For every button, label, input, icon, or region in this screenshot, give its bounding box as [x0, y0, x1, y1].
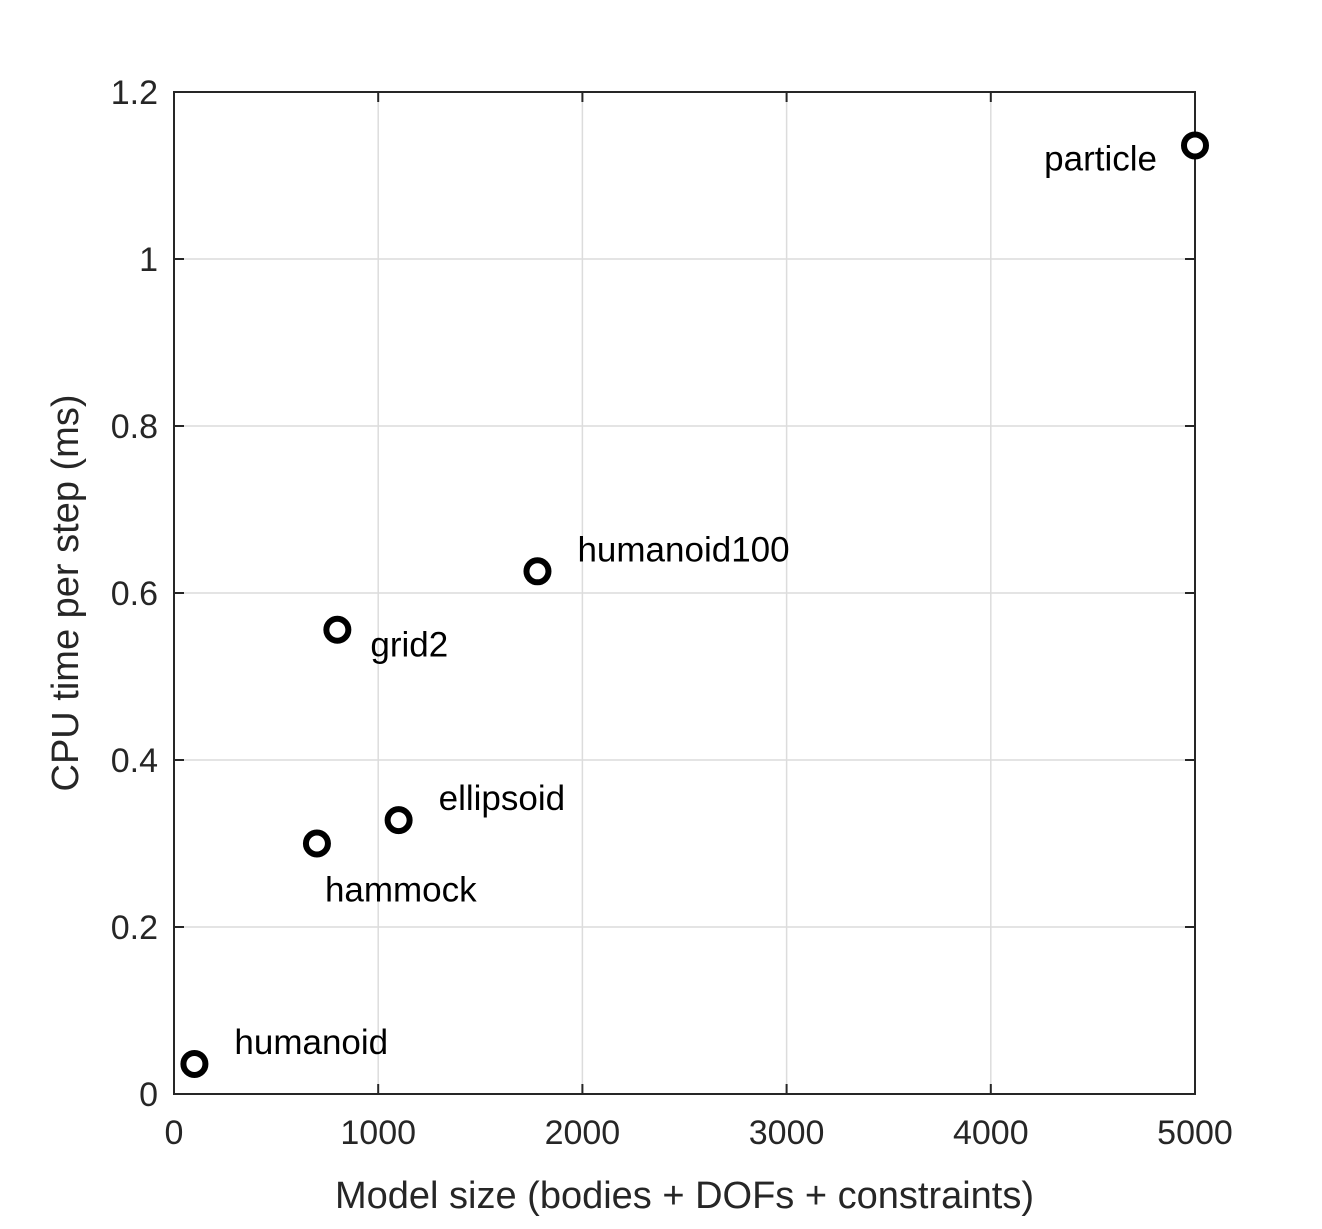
- point-label-humanoid100: humanoid100: [577, 530, 789, 569]
- data-point-humanoid: [180, 1049, 209, 1078]
- y-tick-label: 1: [139, 241, 158, 279]
- y-tick-label: 0.2: [111, 909, 158, 947]
- x-tick-label: 4000: [953, 1114, 1029, 1152]
- point-label-grid2: grid2: [370, 626, 448, 665]
- x-tick-label: 2000: [545, 1114, 621, 1152]
- data-point-ellipsoid: [384, 806, 413, 835]
- x-tick-label: 5000: [1157, 1114, 1233, 1152]
- data-points: [180, 131, 1209, 1078]
- x-tick-label: 0: [165, 1114, 184, 1152]
- data-point-humanoid100: [523, 557, 552, 586]
- x-axis-title: Model size (bodies + DOFs + constraints): [335, 1175, 1034, 1217]
- data-point-grid2: [323, 615, 352, 644]
- y-tick-label: 0.6: [111, 575, 158, 613]
- y-tick-label: 0.8: [111, 408, 158, 446]
- data-point-particle: [1181, 131, 1209, 160]
- axis-ticks: 0 1000 2000 3000 4000 5000 0 0.2 0.4 0.6 0.8 1 1.2: [111, 74, 1233, 1152]
- x-tick-label: 3000: [749, 1114, 825, 1152]
- point-labels: humanoid hammock grid2 ellipsoid humanoid100…: [234, 139, 1157, 1061]
- y-tick-label: 0.4: [111, 742, 158, 780]
- y-axis-title: CPU time per step (ms): [45, 395, 87, 792]
- y-tick-label: 0: [139, 1076, 158, 1114]
- point-label-ellipsoid: ellipsoid: [439, 779, 565, 818]
- point-label-hammock: hammock: [325, 871, 477, 910]
- data-point-hammock: [302, 829, 331, 858]
- y-tick-label: 1.2: [111, 74, 158, 112]
- x-tick-label: 1000: [340, 1114, 416, 1152]
- point-label-particle: particle: [1044, 139, 1157, 178]
- point-label-humanoid: humanoid: [234, 1023, 388, 1062]
- grid-lines: [173, 91, 1196, 1095]
